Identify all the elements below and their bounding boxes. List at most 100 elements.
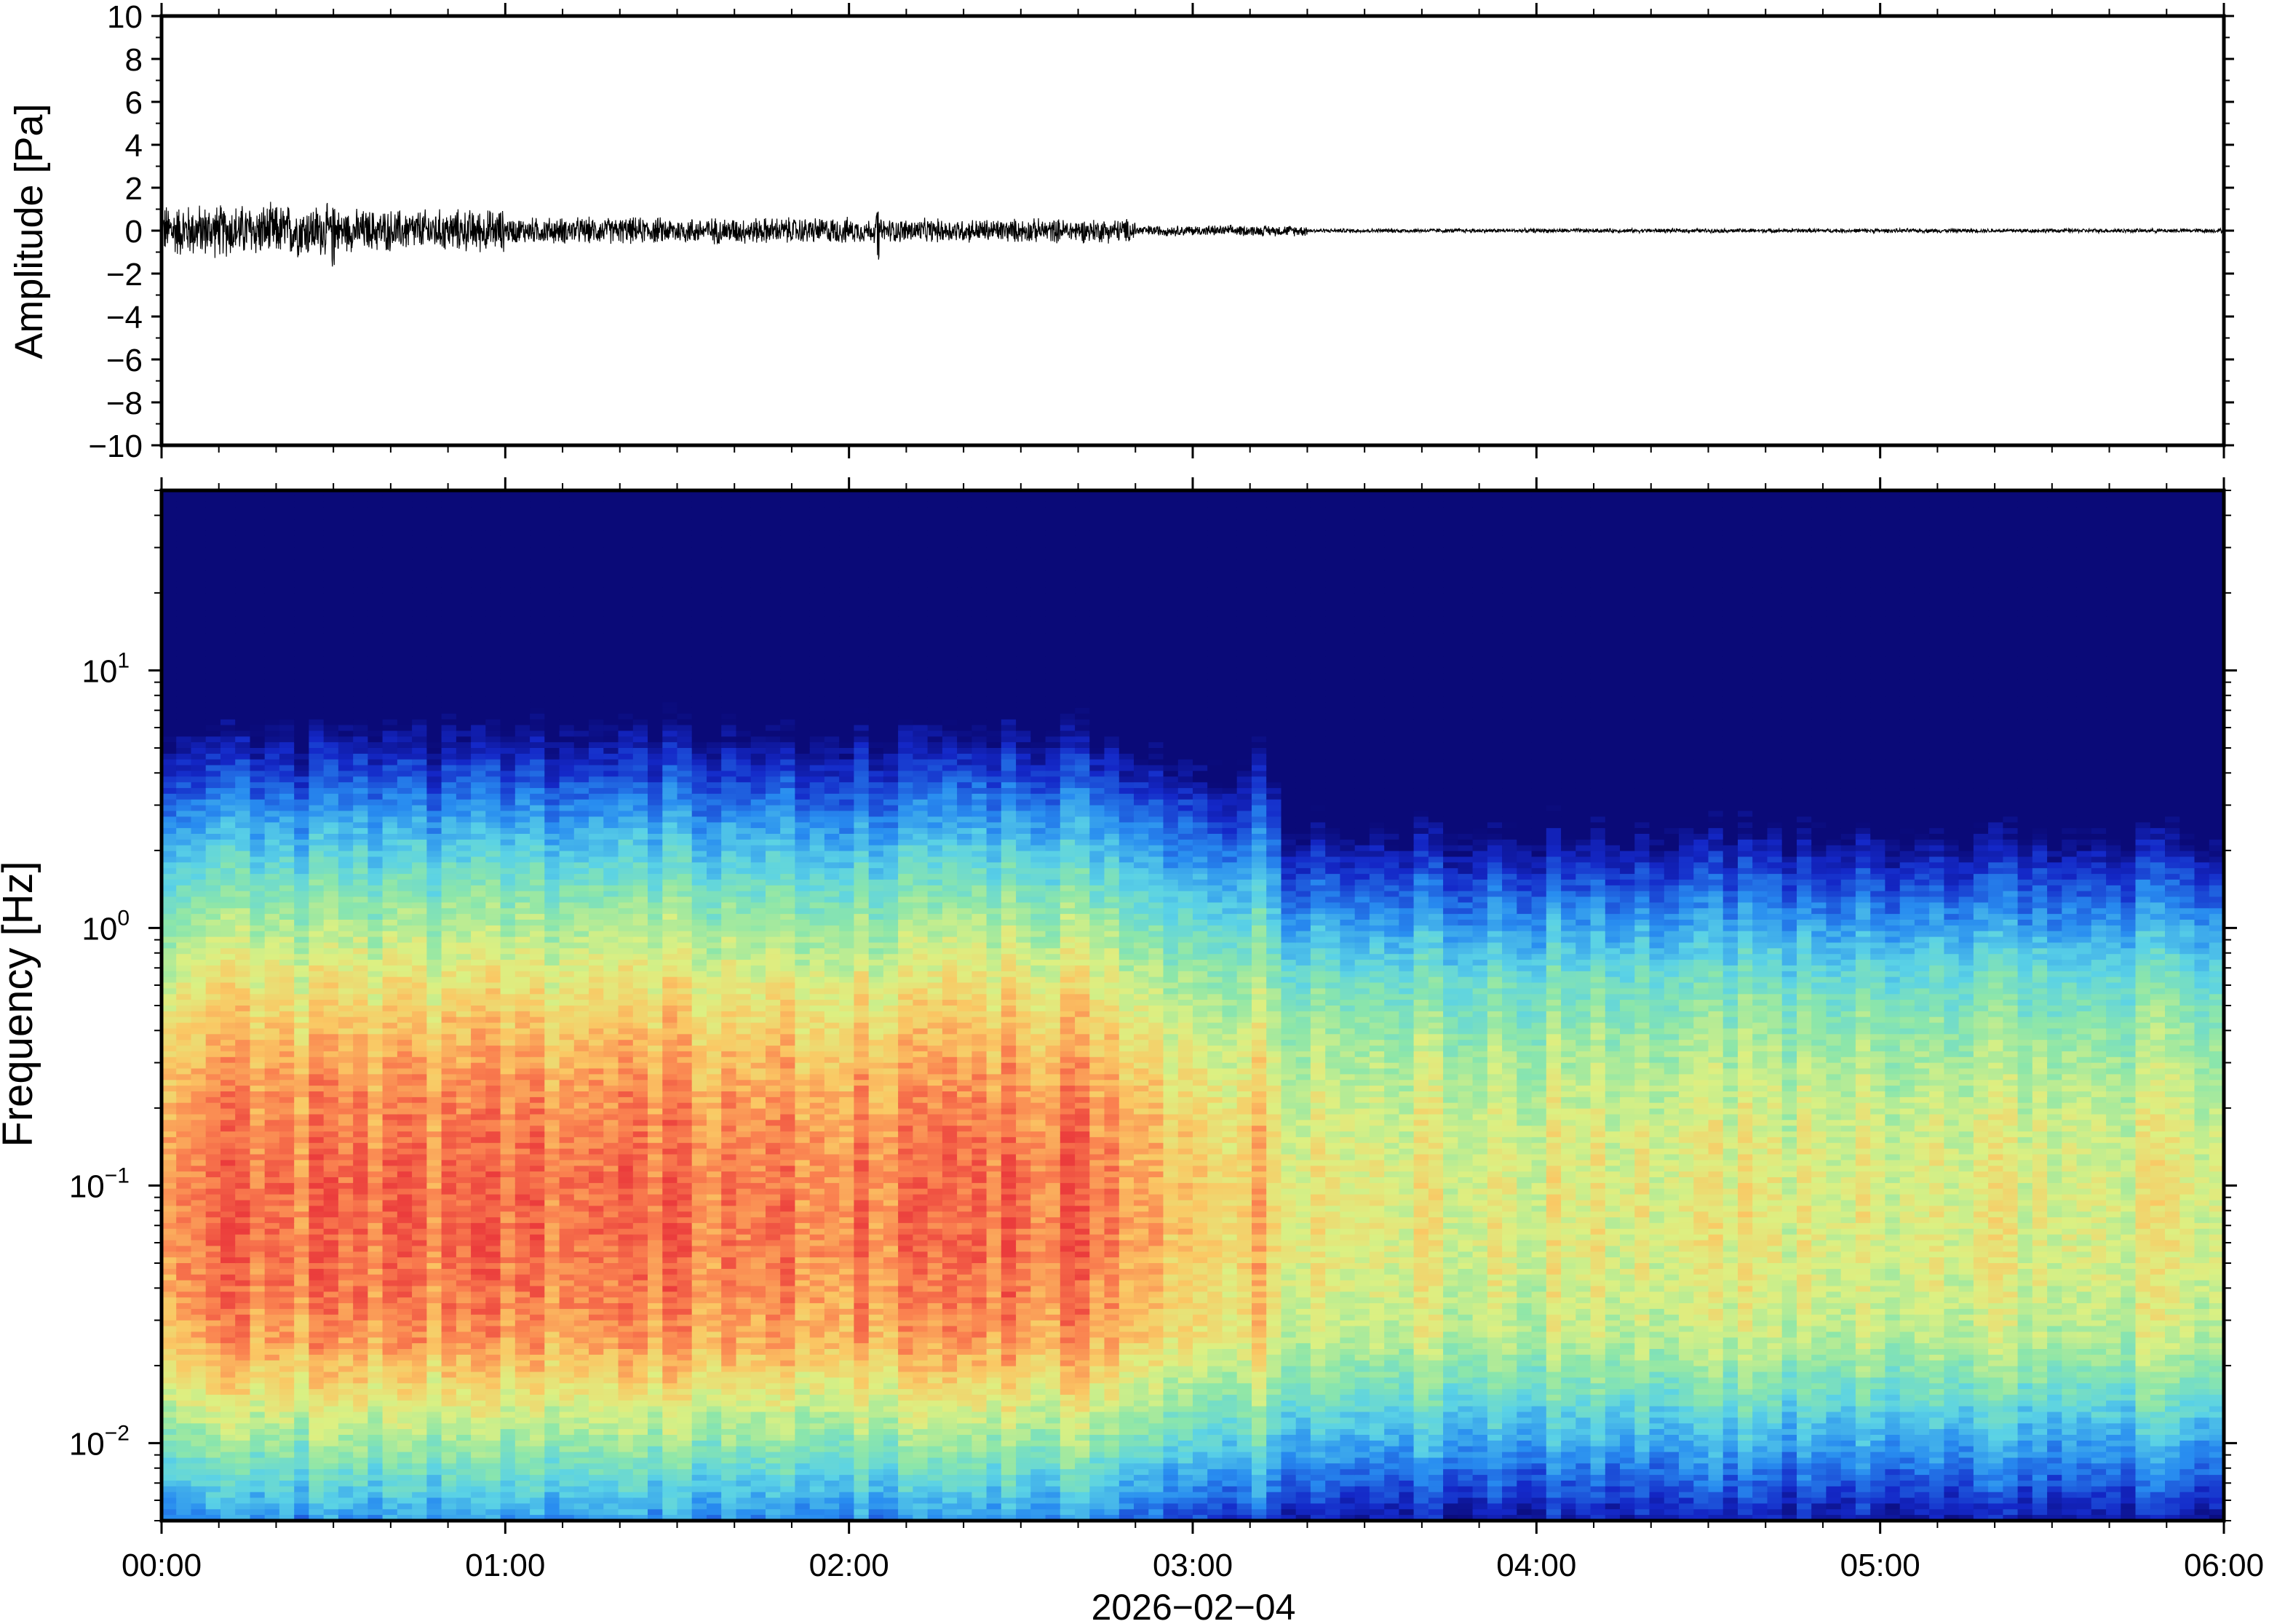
spectrogram-cell bbox=[530, 1057, 545, 1064]
spectrogram-cell bbox=[265, 1126, 280, 1132]
spectrogram-cell bbox=[530, 656, 545, 663]
spectrogram-cell bbox=[353, 650, 368, 657]
spectrogram-cell bbox=[412, 840, 427, 846]
spectrogram-cell bbox=[367, 1097, 383, 1104]
spectrogram-cell bbox=[412, 868, 427, 875]
spectrogram-cell bbox=[442, 1412, 457, 1419]
spectrogram-cell bbox=[485, 1103, 501, 1110]
spectrogram-cell bbox=[397, 828, 413, 835]
spectrogram-cell bbox=[501, 576, 516, 583]
spectrogram-cell bbox=[220, 902, 236, 909]
spectrogram-cell bbox=[485, 594, 501, 600]
spectrogram-cell bbox=[456, 902, 472, 909]
spectrogram-cell bbox=[485, 1463, 501, 1470]
spectrogram-cell bbox=[501, 674, 516, 680]
spectrogram-cell bbox=[191, 800, 207, 806]
spectrogram-cell bbox=[250, 1023, 266, 1030]
spectrogram-cell bbox=[501, 1086, 516, 1092]
spectrogram-cell bbox=[176, 920, 191, 926]
spectrogram-cell bbox=[206, 776, 221, 783]
spectrogram-cell bbox=[397, 1383, 413, 1390]
spectrogram-cell bbox=[220, 834, 236, 840]
spectrogram-cell bbox=[250, 1211, 266, 1218]
spectrogram-cell bbox=[530, 1309, 545, 1315]
spectrogram-cell bbox=[442, 834, 457, 840]
spectrogram-cell bbox=[515, 645, 531, 651]
spectrogram-cell bbox=[279, 1337, 295, 1344]
spectrogram-cell bbox=[250, 1377, 266, 1384]
spectrogram-cell bbox=[176, 983, 191, 990]
spectrogram-cell bbox=[353, 1286, 368, 1293]
spectrogram-cell bbox=[530, 668, 545, 674]
spectrogram-cell bbox=[397, 902, 413, 909]
spectrogram-cell bbox=[191, 605, 207, 611]
spectrogram-cell bbox=[279, 1235, 295, 1241]
spectrogram-cell bbox=[456, 868, 472, 875]
spectrogram-cell bbox=[515, 1492, 531, 1499]
spectrogram-cell bbox=[442, 988, 457, 995]
spectrogram-cell bbox=[471, 530, 486, 537]
spectrogram-cell bbox=[485, 622, 501, 629]
spectrogram-cell bbox=[279, 1217, 295, 1224]
spectrogram-cell bbox=[426, 754, 442, 760]
spectrogram-cell bbox=[485, 1326, 501, 1333]
spectrogram-cell bbox=[426, 1463, 442, 1470]
spectrogram-cell bbox=[397, 720, 413, 726]
spectrogram-cell bbox=[279, 1023, 295, 1030]
spectrogram-cell bbox=[294, 640, 309, 646]
spectrogram-cell bbox=[294, 1155, 309, 1161]
spectrogram-cell bbox=[515, 1063, 531, 1070]
spectrogram-cell bbox=[515, 1177, 531, 1184]
spectrogram-cell bbox=[294, 1109, 309, 1115]
spectrogram-cell bbox=[501, 570, 516, 577]
spectrogram-cell bbox=[176, 1446, 191, 1453]
spectrogram-cell bbox=[426, 1006, 442, 1012]
spectrogram-cell bbox=[426, 1057, 442, 1064]
spectrogram-cell bbox=[383, 1269, 398, 1275]
spectrogram-cell bbox=[338, 782, 354, 789]
spectrogram-cell bbox=[235, 731, 250, 737]
spectrogram-cell bbox=[176, 1326, 191, 1333]
spectrogram-cell bbox=[471, 1309, 486, 1315]
spectrogram-cell bbox=[426, 582, 442, 589]
spectrogram-cell bbox=[206, 514, 221, 520]
spectrogram-cell bbox=[501, 1235, 516, 1241]
spectrogram-cell bbox=[235, 1023, 250, 1030]
spectrogram-cell bbox=[265, 1349, 280, 1356]
spectrogram-cell bbox=[544, 554, 560, 560]
spectrogram-cell bbox=[485, 1355, 501, 1361]
spectrogram-cell bbox=[383, 736, 398, 743]
spectrogram-cell bbox=[176, 662, 191, 669]
spectrogram-cell bbox=[383, 1183, 398, 1190]
spectrogram-cell bbox=[265, 1057, 280, 1064]
spectrogram-cell bbox=[515, 1040, 531, 1046]
spectrogram-cell bbox=[162, 760, 177, 766]
spectrogram-cell bbox=[383, 748, 398, 755]
spectrogram-cell bbox=[442, 943, 457, 950]
spectrogram-cell bbox=[501, 937, 516, 944]
spectrogram-cell bbox=[279, 857, 295, 864]
spectrogram-cell bbox=[530, 508, 545, 514]
spectrogram-cell bbox=[191, 1332, 207, 1338]
spectrogram-cell bbox=[338, 1235, 354, 1241]
spectrogram-cell bbox=[235, 1211, 250, 1218]
spectrogram-cell bbox=[485, 588, 501, 594]
spectrogram-cell bbox=[176, 1223, 191, 1230]
spectrogram-cell bbox=[191, 1137, 207, 1144]
spectrogram-cell bbox=[353, 1349, 368, 1356]
spectrogram-cell bbox=[309, 800, 324, 806]
spectrogram-cell bbox=[220, 656, 236, 663]
spectrogram-cell bbox=[442, 559, 457, 565]
spectrogram-cell bbox=[426, 708, 442, 715]
spectrogram-cell bbox=[162, 880, 177, 886]
spectrogram-cell bbox=[530, 1183, 545, 1190]
spectrogram-cell bbox=[530, 1395, 545, 1401]
spectrogram-cell bbox=[442, 1263, 457, 1270]
spectrogram-cell bbox=[501, 1091, 516, 1098]
spectrogram-cell bbox=[176, 1372, 191, 1379]
spectrogram-cell bbox=[324, 650, 339, 657]
spectrogram-cell bbox=[176, 937, 191, 944]
spectrogram-cell bbox=[250, 1383, 266, 1390]
spectrogram-cell bbox=[442, 897, 457, 904]
spectrogram-cell bbox=[279, 1246, 295, 1252]
